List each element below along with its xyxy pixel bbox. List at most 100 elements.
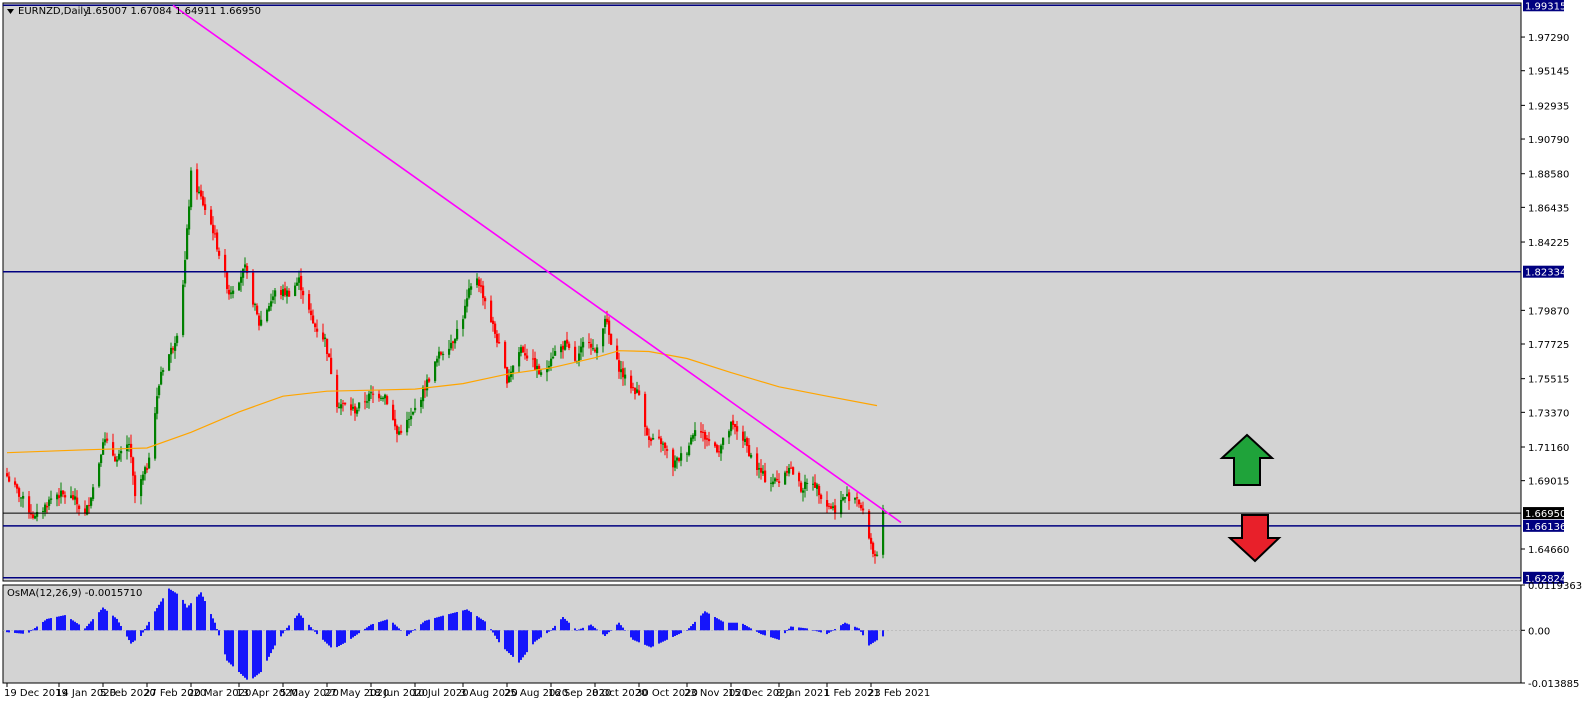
osma-bar [506, 630, 508, 652]
osma-bar [322, 630, 324, 640]
osma-bar [14, 630, 16, 633]
candle-body [490, 300, 493, 323]
osma-bar [354, 630, 356, 636]
osma-bar [666, 630, 668, 640]
osma-bar [860, 630, 862, 632]
candle-body [48, 499, 51, 506]
osma-bar [650, 630, 652, 648]
candle-body [272, 296, 275, 301]
candle-body [708, 439, 711, 442]
osma-bar [156, 608, 158, 631]
osma-bar [36, 626, 38, 631]
osma-bar [690, 626, 692, 631]
osma-bar [282, 630, 284, 634]
osma-bar [742, 623, 744, 631]
candle-body [504, 341, 507, 368]
candle-body [770, 482, 773, 484]
osma-bar [16, 630, 18, 634]
candle-body [310, 310, 313, 315]
candle-body [344, 402, 347, 405]
candle-body [154, 413, 157, 459]
osma-bar [188, 605, 190, 631]
candle-body [492, 320, 495, 324]
osma-bar [580, 628, 582, 631]
osma-bar [336, 630, 338, 648]
osma-bar [242, 630, 244, 676]
osma-bar [594, 627, 596, 631]
osma-bar [862, 630, 864, 636]
candle-body [748, 445, 751, 457]
osma-bar [134, 630, 136, 641]
osma-bar [338, 630, 340, 647]
osma-bar [718, 619, 720, 631]
osma-bar [770, 630, 772, 638]
candle-body [74, 496, 77, 500]
candle-body [392, 404, 395, 420]
candle-body [210, 209, 213, 225]
osma-bar [720, 620, 722, 631]
osma-bar [148, 621, 150, 631]
candle-body [592, 348, 595, 350]
candle-body [816, 484, 819, 489]
candle-body [134, 475, 137, 497]
osma-bar [562, 617, 564, 631]
osma-bar [702, 613, 704, 631]
osma-bar [224, 630, 226, 655]
date-tick-label: 27 Feb 2020 [144, 688, 206, 699]
dropdown-triangle-icon[interactable] [7, 9, 14, 14]
date-tick-label: 1 Feb 2021 [824, 688, 880, 699]
candle-body [596, 347, 599, 354]
osma-bar [494, 630, 496, 636]
candle-body [224, 254, 227, 273]
candle-body [282, 289, 285, 297]
trend-line[interactable] [172, 4, 902, 524]
price-tick-label: 1.95145 [1528, 67, 1569, 78]
osma-bar [238, 630, 240, 673]
osma-bar [100, 609, 102, 631]
candle-body [552, 356, 555, 359]
candle-body [618, 360, 621, 372]
candle-body [132, 457, 135, 476]
price-tick-label: 1.79870 [1528, 306, 1569, 317]
osma-bar [140, 630, 142, 636]
osma-bar [298, 613, 300, 631]
candle-body [456, 328, 459, 340]
candle-body [120, 450, 123, 454]
osma-bar [664, 630, 666, 641]
main-plot-background [2, 2, 1522, 582]
candle-body [550, 358, 553, 366]
osma-bar [676, 630, 678, 636]
candle-body [704, 431, 707, 440]
candle-body [202, 196, 205, 206]
candle-body [560, 346, 563, 353]
osma-bar [84, 628, 86, 631]
osma-bar [536, 630, 538, 641]
candle-body [690, 437, 693, 445]
candle-body [660, 438, 663, 445]
osma-bar [842, 623, 844, 631]
osma-bar [868, 630, 870, 646]
candle-body [270, 301, 273, 307]
osma-bar [200, 592, 202, 631]
candle-body [92, 487, 95, 499]
osma-bar [294, 618, 296, 631]
candle-body [56, 494, 59, 500]
price-level-tag [1523, 507, 1564, 520]
candle-body [252, 272, 255, 305]
down-arrow-icon [1227, 514, 1282, 563]
date-tick-label: 5 May 2020 [280, 688, 339, 699]
candle-body [732, 420, 735, 425]
candle-body [322, 332, 325, 340]
candle-body [680, 453, 683, 461]
candle-body [744, 438, 747, 442]
date-tick-label: 23 Feb 2021 [868, 688, 930, 699]
osma-bar [748, 627, 750, 631]
candle-body [688, 445, 691, 456]
osma-bar [32, 629, 34, 631]
candle-body [594, 349, 597, 352]
candle-body [148, 457, 151, 469]
osma-bar [300, 615, 302, 631]
osma-bar [602, 630, 604, 635]
